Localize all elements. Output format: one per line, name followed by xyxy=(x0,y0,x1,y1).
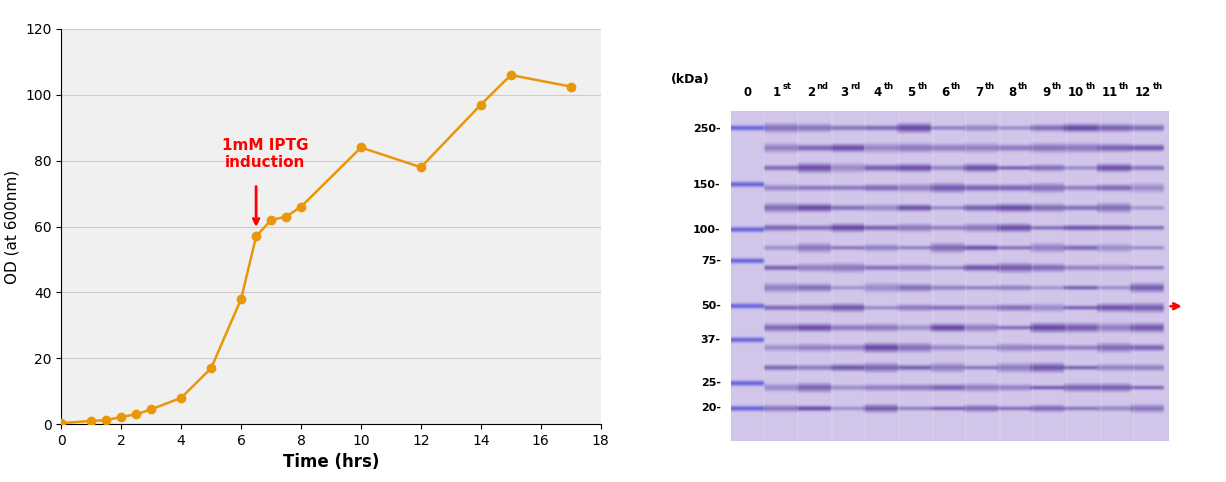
Text: 50-: 50- xyxy=(701,301,721,311)
Text: st: st xyxy=(783,81,792,91)
Text: 1mM IPTG
induction: 1mM IPTG induction xyxy=(222,138,308,170)
Text: nd: nd xyxy=(817,81,829,91)
Text: 20-: 20- xyxy=(701,403,721,414)
Text: 250-: 250- xyxy=(693,123,721,134)
Text: 75-: 75- xyxy=(701,256,721,266)
Text: th: th xyxy=(1052,81,1062,91)
Text: th: th xyxy=(917,81,928,91)
Text: 37-: 37- xyxy=(701,335,721,345)
Text: 150-: 150- xyxy=(693,180,721,190)
Text: 10: 10 xyxy=(1068,86,1084,99)
Text: 8: 8 xyxy=(1008,86,1016,99)
Text: th: th xyxy=(984,81,994,91)
Text: 4: 4 xyxy=(874,86,883,99)
Y-axis label: OD (at 600nm): OD (at 600nm) xyxy=(5,170,20,283)
Text: rd: rd xyxy=(850,81,861,91)
X-axis label: Time (hrs): Time (hrs) xyxy=(283,454,379,471)
Text: 11: 11 xyxy=(1101,86,1117,99)
Text: 0: 0 xyxy=(744,86,752,99)
Text: th: th xyxy=(1085,81,1096,91)
Text: 100-: 100- xyxy=(693,225,721,235)
Text: 9: 9 xyxy=(1042,86,1051,99)
Text: 12: 12 xyxy=(1135,86,1151,99)
Text: 6: 6 xyxy=(942,86,949,99)
Text: 5: 5 xyxy=(907,86,916,99)
Text: 2: 2 xyxy=(807,86,815,99)
Text: th: th xyxy=(884,81,894,91)
Text: 25-: 25- xyxy=(701,378,721,388)
Text: th: th xyxy=(1152,81,1163,91)
Text: th: th xyxy=(951,81,961,91)
Text: 1: 1 xyxy=(774,86,781,99)
Text: 3: 3 xyxy=(840,86,848,99)
Text: th: th xyxy=(1119,81,1129,91)
Text: th: th xyxy=(1019,81,1029,91)
Text: 7: 7 xyxy=(975,86,983,99)
Text: (kDa): (kDa) xyxy=(671,73,710,86)
